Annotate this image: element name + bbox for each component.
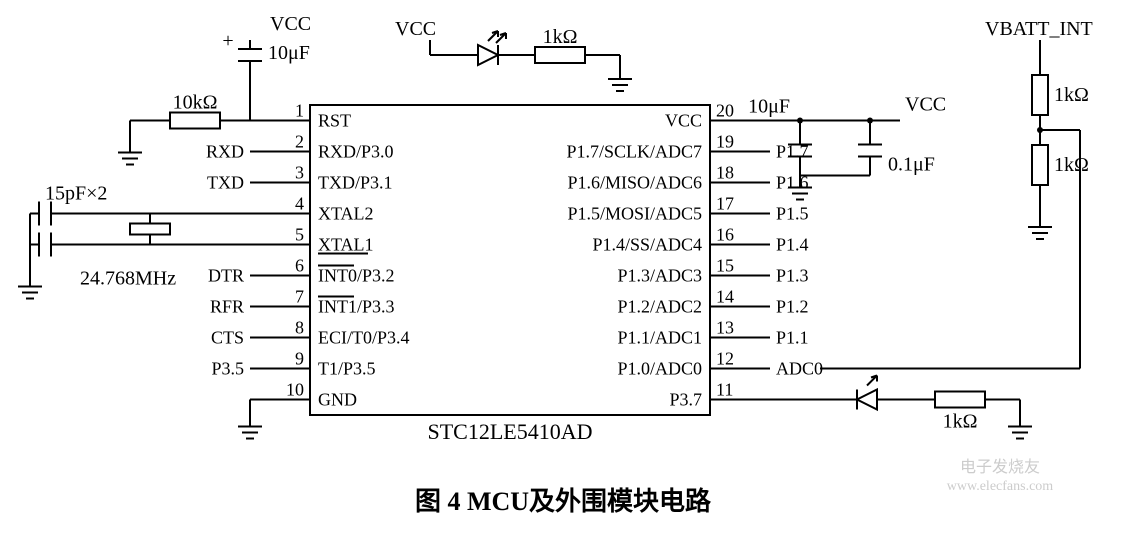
svg-text:P1.5/MOSI/ADC5: P1.5/MOSI/ADC5 [567, 204, 702, 224]
svg-text:VCC: VCC [665, 111, 702, 131]
svg-text:15: 15 [716, 256, 734, 276]
svg-text:16: 16 [716, 225, 734, 245]
svg-text:P1.4: P1.4 [776, 235, 809, 255]
svg-text:VBATT_INT: VBATT_INT [985, 18, 1093, 40]
svg-text:P1.2/ADC2: P1.2/ADC2 [617, 297, 702, 317]
svg-text:RXD: RXD [206, 142, 244, 162]
svg-text:P1.5: P1.5 [776, 204, 809, 224]
svg-text:10: 10 [286, 380, 304, 400]
svg-text:www.elecfans.com: www.elecfans.com [947, 479, 1053, 494]
svg-text:P1.3/ADC3: P1.3/ADC3 [617, 266, 702, 286]
svg-text:P1.0/ADC0: P1.0/ADC0 [617, 359, 702, 379]
svg-text:CTS: CTS [211, 328, 244, 348]
svg-text:19: 19 [716, 132, 734, 152]
svg-text:P1.3: P1.3 [776, 266, 809, 286]
svg-text:1kΩ: 1kΩ [943, 411, 978, 433]
svg-text:0.1μF: 0.1μF [888, 154, 935, 176]
svg-text:8: 8 [295, 318, 304, 338]
svg-text:P1.1: P1.1 [776, 328, 809, 348]
svg-text:1kΩ: 1kΩ [1054, 154, 1089, 176]
svg-text:6: 6 [295, 256, 304, 276]
svg-text:P3.5: P3.5 [211, 359, 244, 379]
svg-text:3: 3 [295, 163, 304, 183]
svg-text:10kΩ: 10kΩ [173, 92, 218, 114]
svg-text:7: 7 [295, 287, 304, 307]
svg-text:ECI/T0/P3.4: ECI/T0/P3.4 [318, 328, 410, 348]
schematic-canvas: STC12LE5410AD 1 RST 2 RXD/P3.0 RXD 3 TXD/P3.1 TX… [0, 0, 1126, 551]
svg-text:14: 14 [716, 287, 734, 307]
svg-text:P3.7: P3.7 [669, 390, 702, 410]
svg-text:5: 5 [295, 225, 304, 245]
svg-text:10μF: 10μF [748, 96, 790, 118]
svg-text:STC12LE5410AD: STC12LE5410AD [428, 419, 593, 444]
svg-text:T1/P3.5: T1/P3.5 [318, 359, 376, 379]
svg-text:P1.6/MISO/ADC6: P1.6/MISO/ADC6 [567, 173, 702, 193]
svg-text:17: 17 [716, 194, 734, 214]
svg-text:GND: GND [318, 390, 357, 410]
svg-text:ADC0: ADC0 [776, 359, 823, 379]
svg-text:P1.7/SCLK/ADC7: P1.7/SCLK/ADC7 [566, 142, 702, 162]
svg-text:20: 20 [716, 101, 734, 121]
svg-text:VCC: VCC [270, 13, 311, 35]
svg-text:图 4 MCU及外围模块电路: 图 4 MCU及外围模块电路 [415, 486, 712, 516]
svg-text:18: 18 [716, 163, 734, 183]
svg-text:XTAL2: XTAL2 [318, 204, 374, 224]
svg-text:INT1/P3.3: INT1/P3.3 [318, 297, 395, 317]
svg-text:XTAL1: XTAL1 [318, 235, 374, 255]
svg-text:RST: RST [318, 111, 351, 131]
svg-text:INT0/P3.2: INT0/P3.2 [318, 266, 395, 286]
svg-text:1kΩ: 1kΩ [543, 26, 578, 48]
svg-text:RFR: RFR [210, 297, 244, 317]
svg-text:TXD: TXD [207, 173, 244, 193]
svg-text:DTR: DTR [208, 266, 244, 286]
svg-text:VCC: VCC [905, 94, 946, 116]
svg-text:24.768MHz: 24.768MHz [80, 268, 176, 290]
svg-text:15pF×2: 15pF×2 [45, 183, 107, 205]
svg-text:+: + [222, 30, 233, 52]
svg-text:1: 1 [295, 101, 304, 121]
svg-text:9: 9 [295, 349, 304, 369]
svg-text:10μF: 10μF [268, 42, 310, 64]
svg-text:4: 4 [295, 194, 304, 214]
svg-text:TXD/P3.1: TXD/P3.1 [318, 173, 393, 193]
svg-text:RXD/P3.0: RXD/P3.0 [318, 142, 394, 162]
svg-text:13: 13 [716, 318, 734, 338]
svg-text:12: 12 [716, 349, 734, 369]
svg-text:P1.2: P1.2 [776, 297, 809, 317]
svg-text:11: 11 [716, 380, 733, 400]
svg-text:2: 2 [295, 132, 304, 152]
svg-text:P1.1/ADC1: P1.1/ADC1 [617, 328, 702, 348]
svg-text:P1.4/SS/ADC4: P1.4/SS/ADC4 [592, 235, 702, 255]
svg-text:VCC: VCC [395, 18, 436, 40]
svg-text:电子发烧友: 电子发烧友 [960, 458, 1040, 476]
svg-text:1kΩ: 1kΩ [1054, 84, 1089, 106]
